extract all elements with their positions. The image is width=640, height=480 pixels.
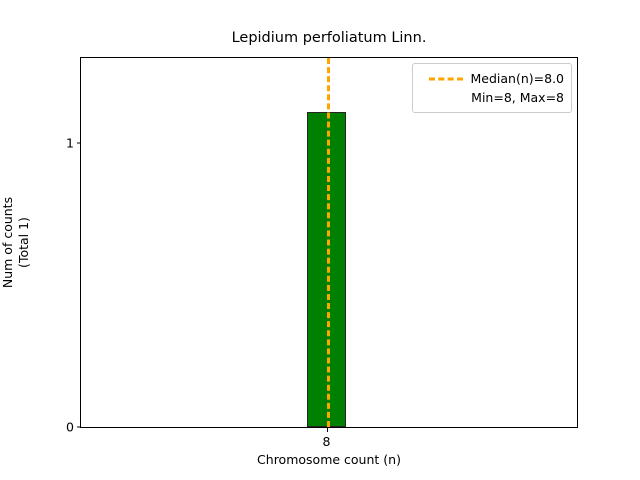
legend-item-minmax: Min=8, Max=8	[420, 88, 564, 107]
x-tick-mark	[326, 427, 328, 432]
legend: Median(n)=8.0 Min=8, Max=8	[412, 63, 572, 113]
plot-inner	[81, 58, 577, 427]
legend-label: Min=8, Max=8	[471, 90, 564, 105]
dashed-line-icon	[429, 73, 463, 84]
y-tick-label: 1	[66, 135, 74, 151]
plot-area: 0 1 8	[66, 57, 578, 449]
page-title: Lepidium perfoliatum Linn.	[231, 30, 427, 46]
y-axis-label: Num of counts (Total 1)	[0, 57, 34, 428]
legend-item-median: Median(n)=8.0	[420, 69, 565, 88]
y-tick-mark	[76, 142, 81, 144]
y-axis-label-line2: (Total 1)	[16, 217, 31, 268]
legend-label: Median(n)=8.0	[470, 71, 565, 86]
y-axis-label-line1: Num of counts	[0, 196, 15, 289]
y-tick-label: 0	[66, 419, 74, 435]
x-tick-label: 8	[322, 434, 331, 449]
y-tick-mark	[76, 426, 81, 428]
median-line	[326, 58, 330, 427]
x-axis-label: Chromosome count (n)	[257, 452, 401, 467]
